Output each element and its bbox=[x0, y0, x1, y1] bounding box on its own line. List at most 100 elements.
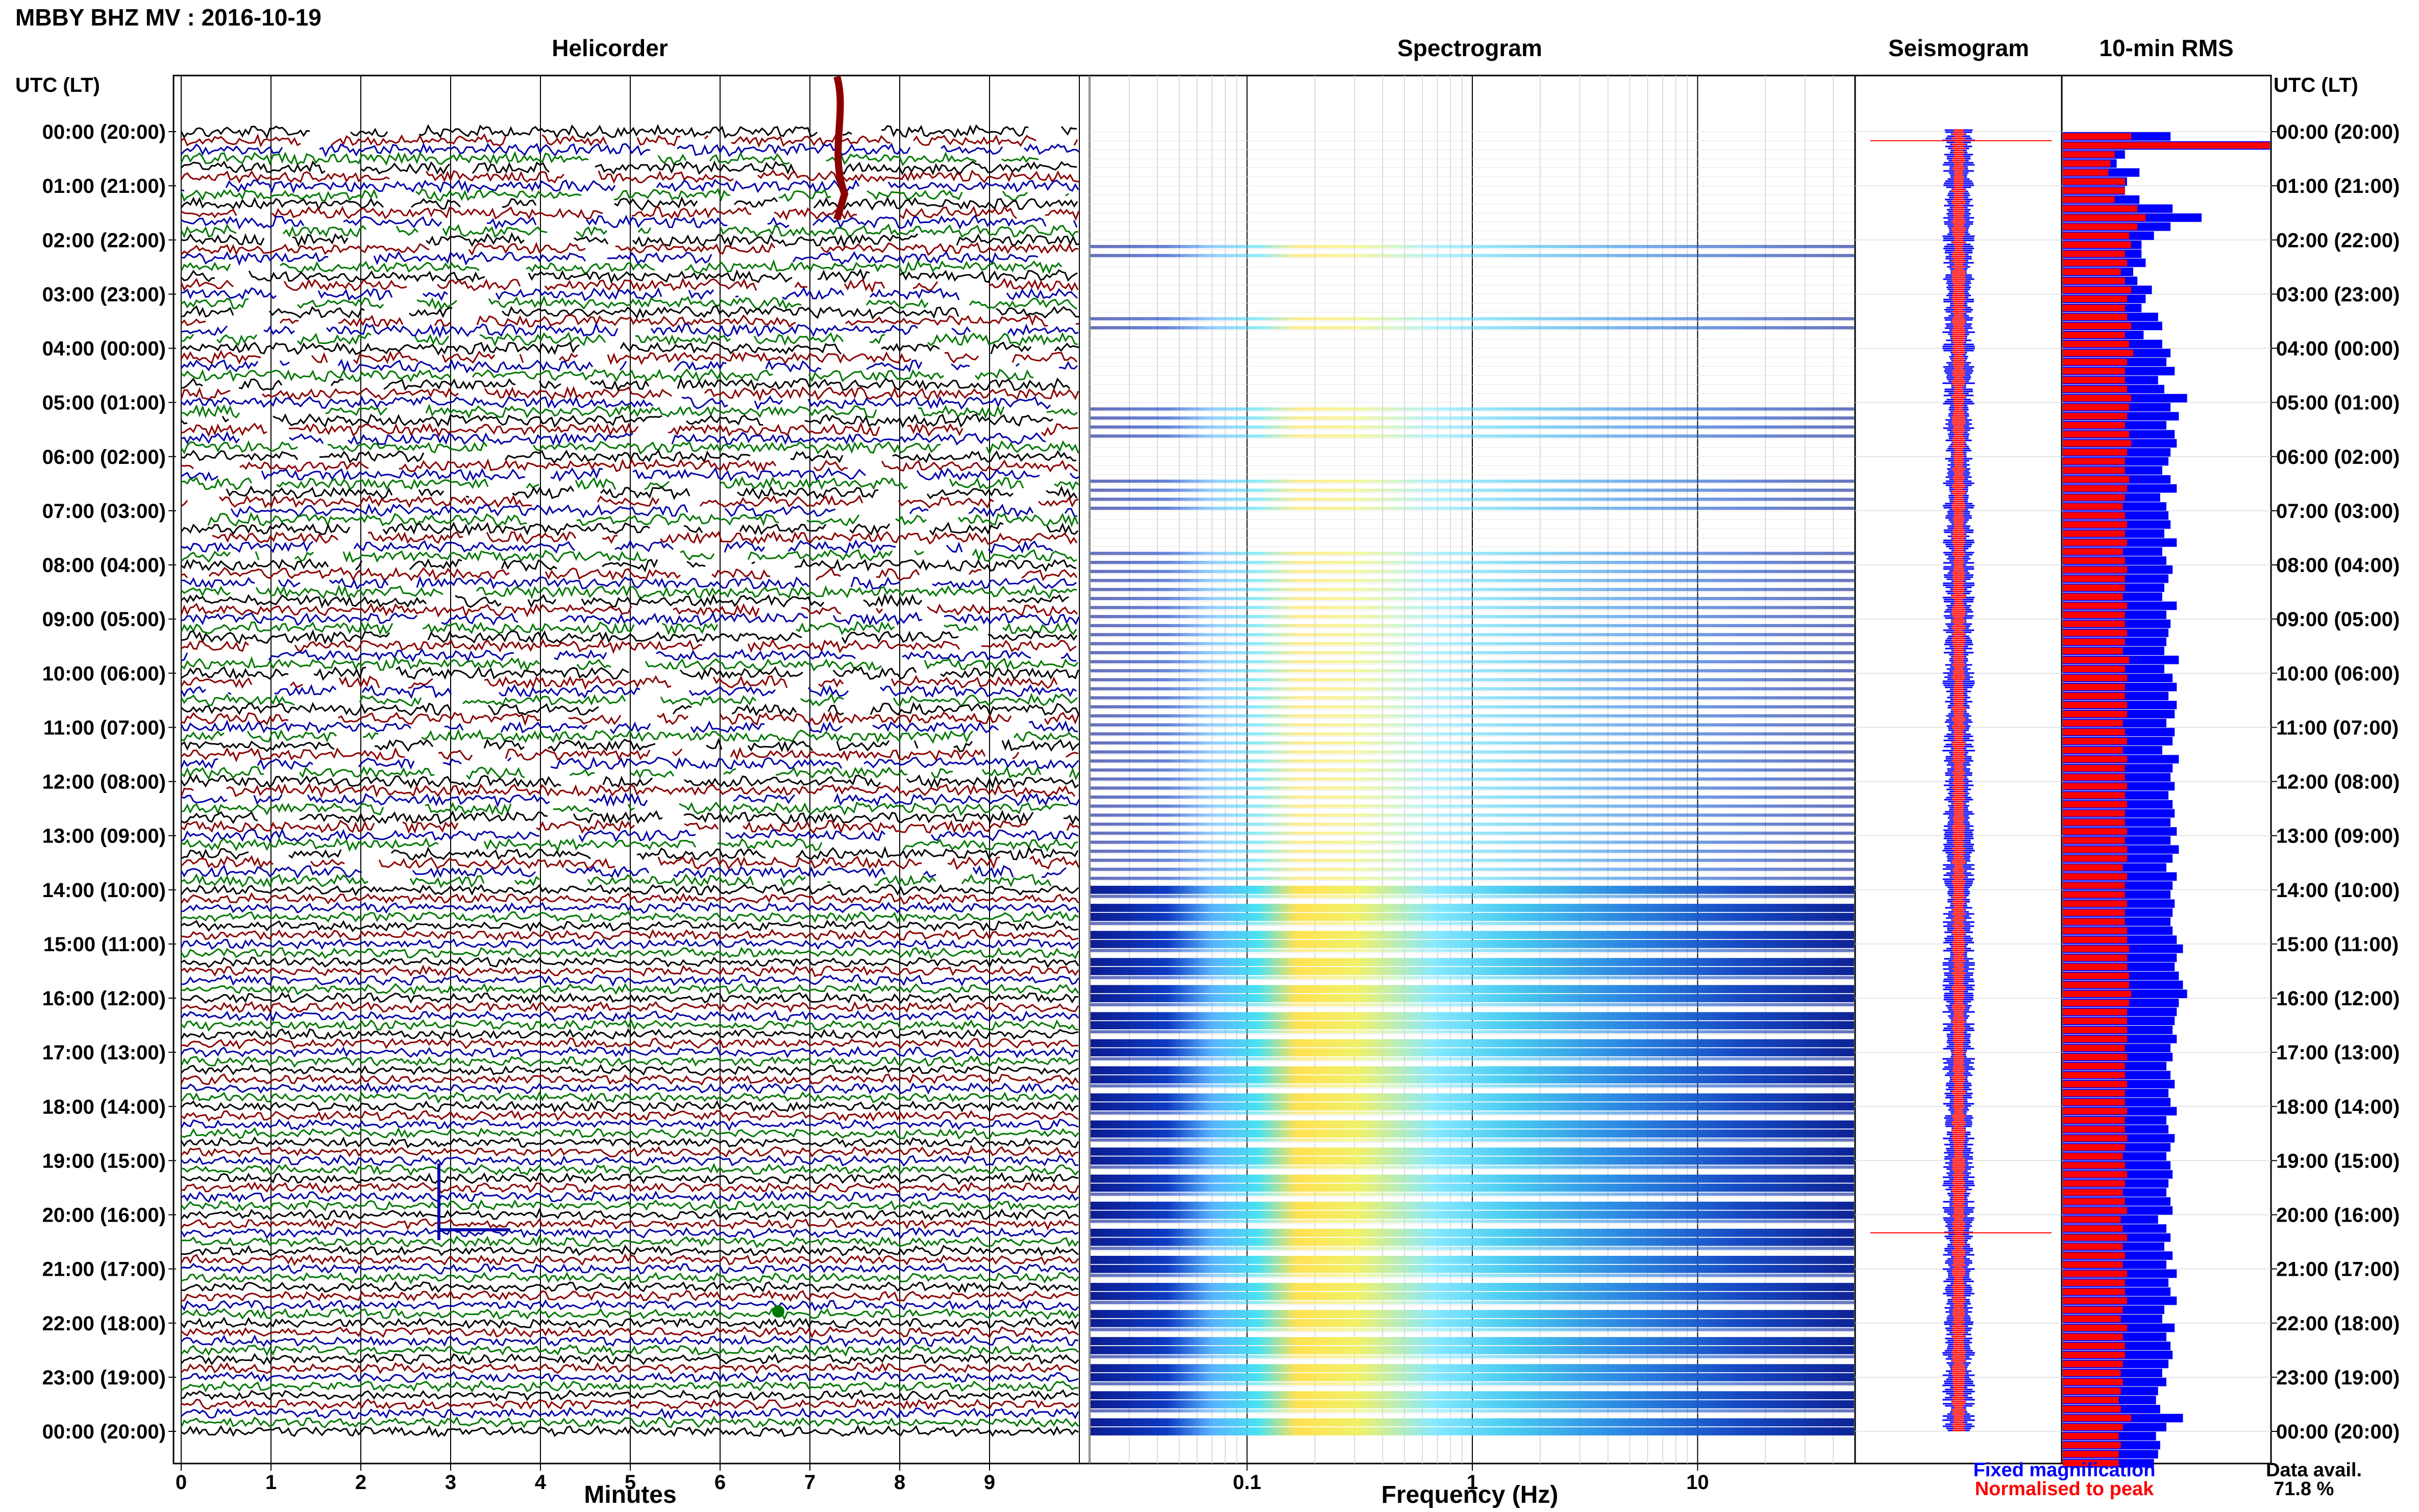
rms-normalised-bar bbox=[2063, 1288, 2125, 1295]
rms-normalised-bar bbox=[2063, 1360, 2123, 1368]
helicorder-trace bbox=[181, 992, 1079, 1005]
helicorder-trace bbox=[180, 522, 1079, 536]
frequency-tick-label: 1 bbox=[1467, 1471, 1478, 1494]
rms-normalised-bar bbox=[2063, 413, 2127, 419]
helicorder-trace bbox=[181, 494, 1079, 509]
rms-normalised-bar bbox=[2063, 278, 2125, 284]
spectrogram-band bbox=[1091, 1337, 1854, 1346]
spectrogram-band bbox=[1091, 317, 1854, 320]
rms-normalised-bar bbox=[2063, 972, 2129, 979]
helicorder-trace bbox=[181, 929, 1079, 941]
minute-tick-label: 6 bbox=[714, 1471, 726, 1494]
rms-normalised-bar bbox=[2063, 313, 2127, 320]
time-tick-right: 00:00 (20:00) bbox=[2276, 121, 2400, 143]
time-tick-left: 17:00 (13:00) bbox=[42, 1042, 166, 1064]
rms-normalised-bar bbox=[2063, 990, 2131, 997]
time-tick-left: 19:00 (15:00) bbox=[42, 1150, 166, 1172]
rms-normalised-bar bbox=[2063, 431, 2129, 438]
helicorder-trace bbox=[181, 964, 1079, 977]
rms-normalised-bar bbox=[2063, 1108, 2127, 1114]
time-tick-right: 14:00 (10:00) bbox=[2276, 879, 2400, 902]
spectrogram-band bbox=[1091, 723, 1854, 727]
rms-normalised-bar bbox=[2063, 494, 2125, 501]
helicorder-trace bbox=[226, 485, 1078, 501]
spectrogram-band bbox=[1091, 1084, 1854, 1088]
spectrogram-band bbox=[1091, 696, 1854, 700]
spectrogram-band bbox=[1091, 651, 1854, 655]
spectrogram-band bbox=[1091, 1183, 1854, 1192]
helicorder-trace bbox=[181, 305, 1079, 320]
time-tick-right: 11:00 (07:00) bbox=[2276, 716, 2399, 739]
rms-normalised-bar bbox=[2063, 810, 2125, 817]
helicorder-trace bbox=[181, 974, 1079, 987]
spectrogram-band bbox=[1091, 858, 1854, 862]
spectrogram-band bbox=[1091, 1427, 1854, 1435]
spectrogram-band bbox=[1091, 1364, 1854, 1373]
helicorder-trace bbox=[180, 223, 1079, 239]
helicorder-trace bbox=[181, 1001, 1079, 1013]
spectrogram-band bbox=[1091, 498, 1854, 501]
rms-normalised-bar bbox=[2063, 774, 2125, 781]
minute-tick-label: 2 bbox=[355, 1471, 366, 1494]
helicorder-trace bbox=[181, 1190, 1079, 1203]
rms-normalised-bar bbox=[2063, 1153, 2123, 1160]
rms-normalised-bar bbox=[2063, 566, 2127, 573]
helicorder-trace bbox=[181, 431, 1046, 446]
rms-normalised-bar bbox=[2063, 142, 2270, 149]
helicorder-trace bbox=[180, 187, 1069, 202]
time-tick-left: 03:00 (23:00) bbox=[42, 283, 166, 306]
helicorder-trace bbox=[181, 792, 1080, 808]
helicorder-trace bbox=[181, 449, 1077, 464]
frequency-axis-label: Frequency (Hz) bbox=[1381, 1481, 1559, 1508]
time-tick-left: 22:00 (18:00) bbox=[42, 1312, 166, 1335]
helicorder-trace bbox=[180, 169, 1080, 184]
helicorder-trace bbox=[180, 1353, 1079, 1366]
helicorder-trace bbox=[180, 1028, 1079, 1041]
helicorder-trace bbox=[180, 1199, 1079, 1212]
rms-normalised-bar bbox=[2063, 756, 2127, 763]
spectrogram-title: Spectrogram bbox=[1397, 35, 1542, 61]
helicorder-panel bbox=[172, 75, 1091, 1465]
rms-normalised-bar bbox=[2063, 828, 2127, 835]
helicorder-trace bbox=[180, 123, 1077, 139]
right-axis-header: UTC (LT) bbox=[2274, 74, 2358, 96]
helicorder-trace bbox=[181, 214, 1078, 230]
rms-normalised-bar bbox=[2063, 683, 2125, 690]
helicorder-trace bbox=[181, 1081, 1079, 1095]
rms-normalised-bar bbox=[2063, 602, 2127, 609]
rms-normalised-bar bbox=[2063, 873, 2127, 880]
rms-normalised-bar bbox=[2063, 521, 2127, 528]
rms-normalised-bar bbox=[2063, 160, 2111, 167]
spectrogram-band bbox=[1091, 804, 1854, 808]
time-tick-right: 02:00 (22:00) bbox=[2276, 229, 2400, 252]
helicorder-trace bbox=[181, 910, 1079, 924]
time-tick-right: 15:00 (11:00) bbox=[2276, 933, 2399, 956]
helicorder-trace bbox=[180, 1119, 1079, 1131]
helicorder-trace bbox=[181, 1162, 1079, 1176]
rms-normalised-bar bbox=[2063, 692, 2125, 700]
time-tick-right: 10:00 (06:00) bbox=[2276, 662, 2400, 685]
time-tick-left: 11:00 (07:00) bbox=[43, 716, 166, 739]
time-tick-left: 23:00 (19:00) bbox=[42, 1367, 166, 1389]
helicorder-trace bbox=[180, 358, 1078, 374]
rms-normalised-bar bbox=[2063, 593, 2123, 600]
rms-normalised-bar bbox=[2063, 1324, 2127, 1331]
helicorder-trace bbox=[181, 1181, 1079, 1194]
time-tick-right: 07:00 (03:00) bbox=[2276, 500, 2400, 523]
time-tick-left: 14:00 (10:00) bbox=[42, 879, 166, 902]
rms-normalised-bar bbox=[2063, 286, 2131, 293]
rms-normalised-bar bbox=[2063, 1162, 2125, 1169]
rms-normalised-bar bbox=[2063, 1117, 2125, 1124]
rms-normalised-bar bbox=[2063, 738, 2127, 745]
rms-normalised-bar bbox=[2063, 1089, 2125, 1097]
spectrogram-band bbox=[1091, 1057, 1854, 1061]
helicorder-trace bbox=[180, 1227, 1079, 1240]
spectrogram-band bbox=[1091, 994, 1854, 1002]
rms-normalised-bar bbox=[2063, 295, 2127, 303]
helicorder-trace bbox=[181, 638, 1077, 654]
rms-normalised-bar bbox=[2063, 539, 2127, 546]
time-tick-left: 00:00 (20:00) bbox=[42, 1421, 166, 1443]
helicorder-trace bbox=[181, 332, 1078, 347]
helicorder-trace bbox=[180, 747, 1079, 762]
helicorder-trace bbox=[181, 205, 1080, 221]
